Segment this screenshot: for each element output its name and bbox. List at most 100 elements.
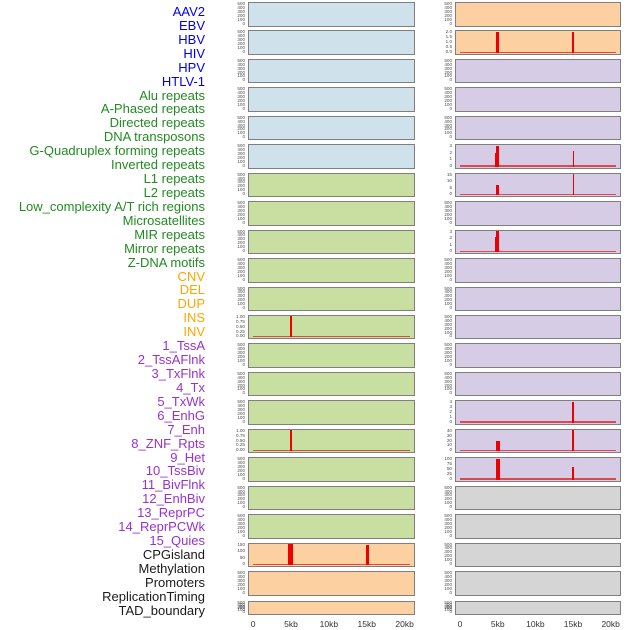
y-tick-label: 500 [444,57,452,63]
y-axis-ticks: 500 400 300 200 100 0 [224,172,246,198]
y-tick-label: 300 [444,94,452,100]
y-tick-label: 400 [444,118,452,124]
feature-label: Microsatellites [122,212,205,228]
y-tick-label: 0 [242,77,245,83]
y-tick-label: 300 [237,236,245,242]
y-tick-label: 500 [237,86,245,92]
y-axis-ticks: 500 400 300 200 100 0 [431,600,453,615]
x-axis-tick-label: 10kb [319,619,339,629]
y-tick-label: 200 [237,268,245,274]
feature-label: 4_Tx [176,379,205,395]
y-tick-label: 0 [242,390,245,396]
y-axis-ticks: 500 400 300 200 100 0 [224,400,246,425]
y-tick-label: 400 [237,232,245,238]
signal-spike [289,430,293,452]
y-tick-label: 1 [449,413,452,419]
y-tick-label: 0 [242,561,245,567]
y-tick-label: 100 [237,101,245,107]
x-axis-tick-label: 5kb [490,619,505,629]
y-tick-label: 300 [237,151,245,157]
signal-track [248,30,415,55]
y-tick-label: 0 [242,48,245,54]
y-tick-label: 200 [444,354,452,360]
y-tick-label: 10 [446,178,452,184]
y-axis-ticks: 500 400 300 200 100 0 [224,600,246,615]
y-tick-label: 100 [237,471,245,477]
y-tick-label: 500 [237,114,245,120]
signal-spike [496,145,499,167]
y-axis-ticks: 15 10 5 0 [431,172,453,198]
signal-track [248,457,415,482]
signal-track [248,172,415,198]
y-tick-label: 100 [237,414,245,420]
y-axis-ticks: 500 400 300 200 100 0 [224,58,246,84]
y-tick-label: 0 [242,276,245,282]
signal-baseline [460,51,616,53]
feature-label: Promoters [145,574,205,590]
feature-label: EBV [178,17,205,33]
y-tick-label: 100 [444,301,452,307]
y-tick-label: 400 [237,573,245,579]
y-tick-label: 100 [444,16,452,22]
y-axis-ticks: 500 400 300 200 100 0 [224,371,246,397]
y-tick-label: 75 [446,461,452,467]
feature-label: DNA transposons [103,129,205,145]
y-axis-ticks: 500 400 300 200 100 0 [431,114,453,141]
y-tick-label: 0 [449,77,452,83]
y-tick-label: 200 [444,98,452,104]
y-tick-label: 500 [237,200,245,206]
y-tick-label: 400 [237,61,245,67]
x-axis-tick-label: 10kb [526,619,545,629]
y-tick-label: 400 [237,289,245,295]
y-axis-ticks: 500 400 300 200 100 0 [224,286,246,312]
y-tick-label: 50 [446,465,452,471]
signal-spike [495,31,499,53]
y-axis-ticks: 500 400 300 200 100 0 [431,343,453,368]
signal-baseline [253,449,410,452]
y-tick-label: 100 [237,528,245,534]
y-tick-label: 200 [237,605,245,611]
feature-label: TAD_boundary [118,602,205,618]
y-tick-label: 0.25 [236,442,245,448]
y-axis-ticks: 500 400 300 200 100 0 [224,343,246,368]
y-tick-label: 200 [444,297,452,303]
y-tick-label: 0 [449,561,452,567]
y-tick-label: 0 [449,305,452,310]
y-tick-label: 200 [444,12,452,18]
signal-baseline [460,421,616,423]
y-tick-label: 400 [444,260,452,266]
y-tick-label: 500 [237,570,245,575]
y-tick-label: 500 [444,600,452,605]
signal-baseline [253,336,410,338]
y-tick-label: 400 [237,403,245,409]
feature-label: 14_ReprPCWk [118,519,205,535]
signal-baseline [460,250,616,253]
y-tick-label: 10 [446,442,452,448]
feature-label: 11_BivFlnk [141,477,205,493]
y-tick-label: 0 [449,219,452,225]
y-tick-label: 500 [444,114,452,120]
y-axis-ticks: 500 400 300 200 100 0 [224,570,246,596]
y-tick-label: 0.50 [236,437,245,443]
y-tick-label: 400 [237,90,245,96]
feature-label: HTLV-1 [161,73,205,89]
signal-spike [288,544,293,566]
y-tick-label: 200 [237,524,245,530]
y-tick-label: 0 [449,20,452,26]
y-tick-label: 400 [237,516,245,522]
y-tick-label: 100 [444,386,452,392]
signal-spike [572,430,575,452]
y-tick-label: 200 [237,581,245,587]
signal-spike [494,152,497,167]
y-tick-label: 400 [444,289,452,295]
signal-track [455,229,621,255]
y-tick-label: 400 [444,573,452,579]
signal-track [248,571,415,596]
feature-label: 6_EnhG [157,407,205,423]
y-tick-label: 100 [444,215,452,221]
y-tick-label: 200 [444,268,452,274]
y-tick-label: 300 [237,122,245,128]
feature-label: 5_TxWk [157,393,205,409]
